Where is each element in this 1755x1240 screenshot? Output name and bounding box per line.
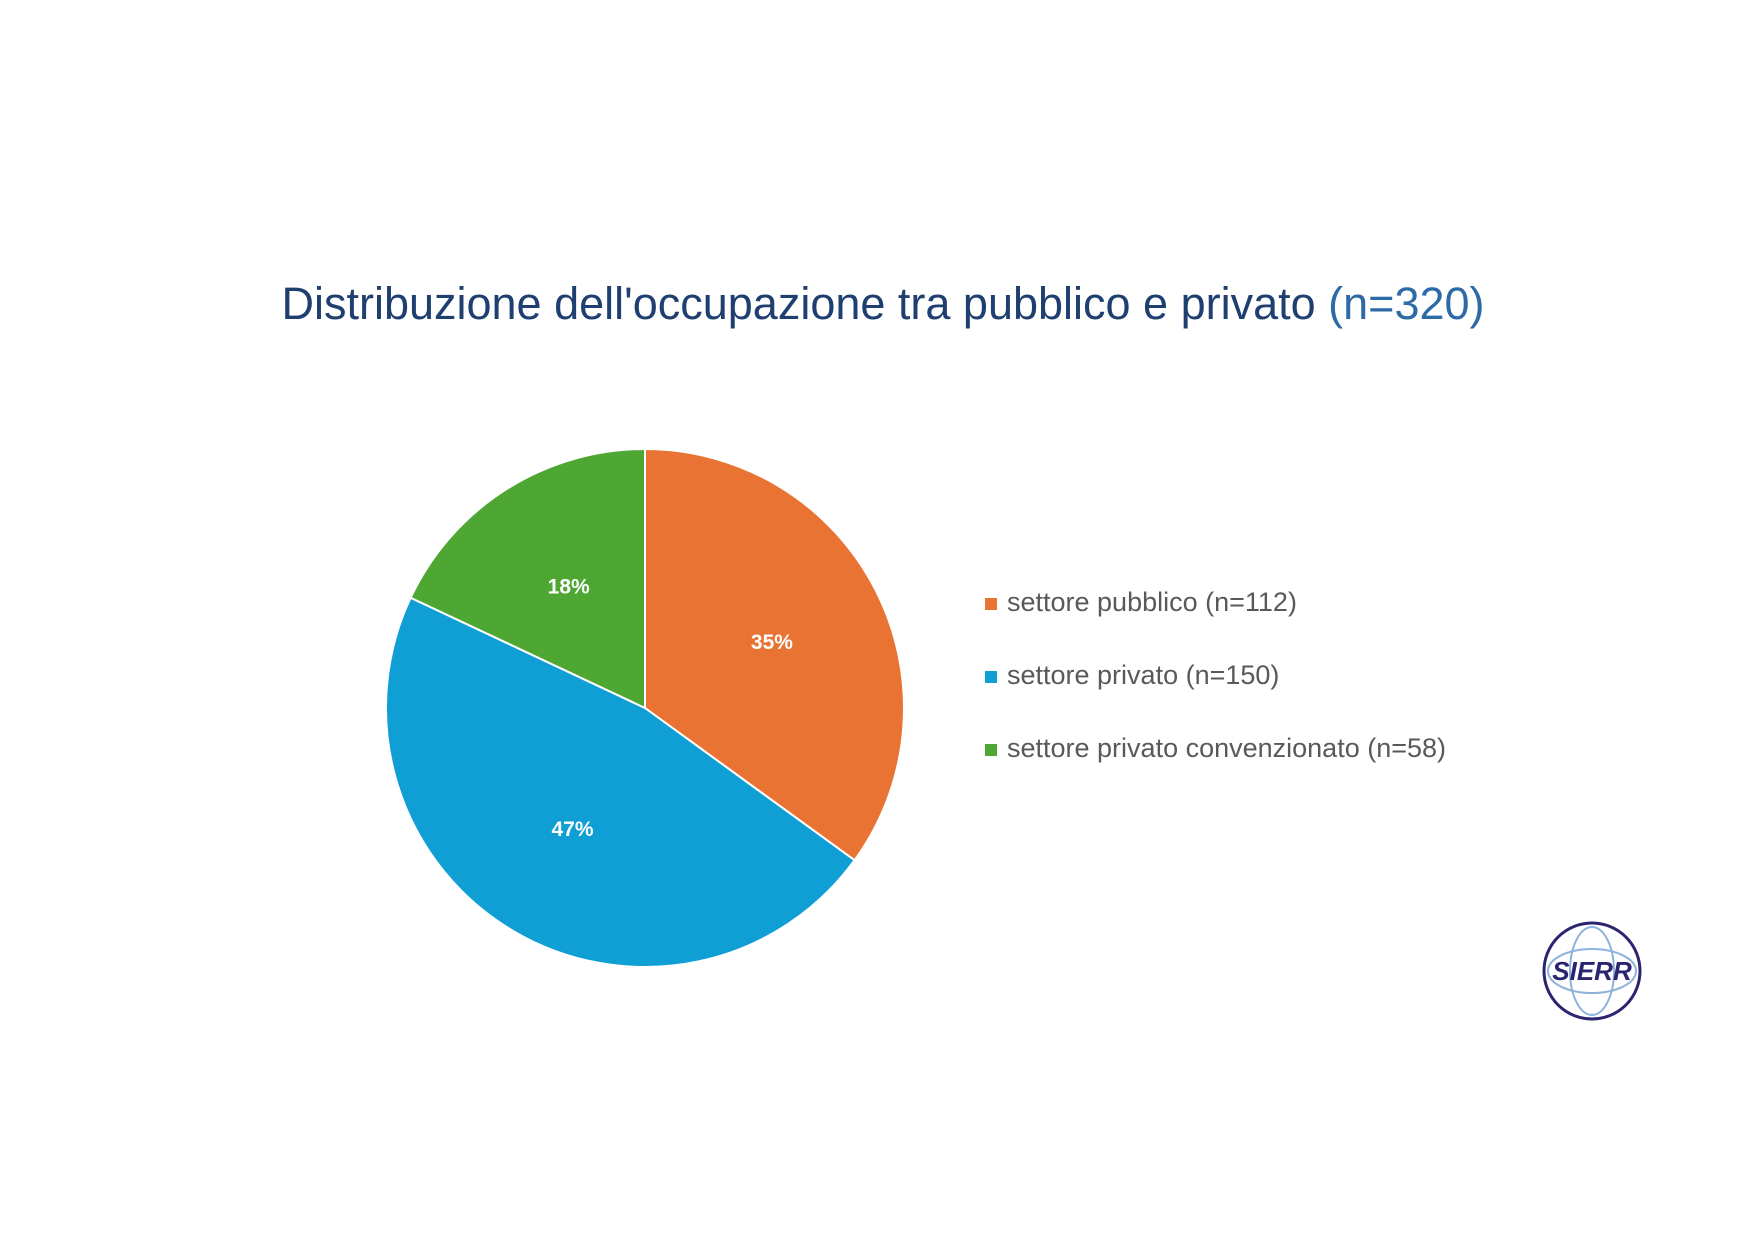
legend-swatch: [985, 744, 997, 756]
pie-slice: [644, 447, 905, 862]
legend-swatch: [985, 598, 997, 610]
legend-label: settore pubblico (n=112): [1007, 587, 1297, 617]
pie-slice: [385, 596, 856, 968]
legend-swatch: [985, 671, 997, 683]
pie-slice: [409, 447, 646, 710]
logo: SIERR: [1542, 921, 1642, 1021]
logo-ring: [1542, 921, 1642, 1021]
title-main: Distribuzione dell'occupazione tra pubbl…: [281, 278, 1315, 329]
data-label: 47%: [551, 818, 593, 841]
logo-text: SIERR: [1552, 956, 1632, 986]
chart-title: Distribuzione dell'occupazione tra pubbl…: [281, 278, 1484, 329]
logo-ellipse: [1547, 948, 1637, 994]
legend-label: settore privato convenzionato (n=58): [1007, 733, 1446, 763]
logo-ellipse: [1569, 926, 1615, 1016]
title-note: (n=320): [1328, 278, 1484, 329]
data-label: 18%: [548, 575, 590, 598]
legend-label: settore privato (n=150): [1007, 660, 1279, 690]
data-label: 35%: [751, 631, 793, 654]
